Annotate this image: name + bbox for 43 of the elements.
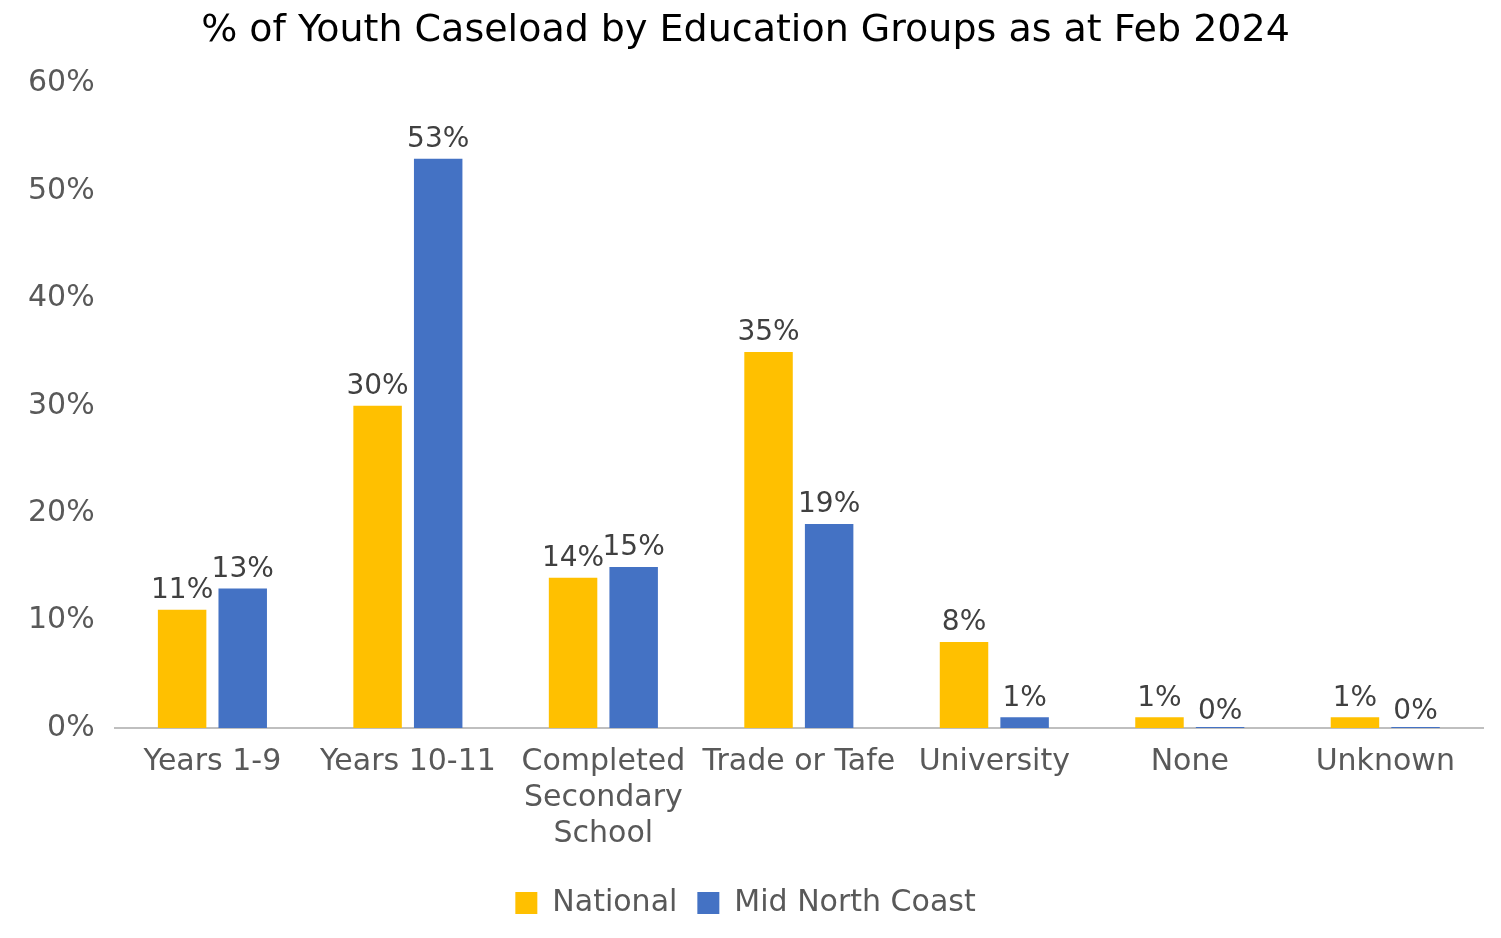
data-label: 53% (407, 121, 470, 155)
chart-title: % of Youth Caseload by Education Groups as at Feb 2024 (201, 5, 1290, 50)
data-label: 1% (1332, 679, 1378, 713)
bar (218, 588, 267, 728)
y-tick-label: 0% (47, 707, 95, 743)
y-tick-label: 40% (27, 278, 95, 314)
bar (1330, 717, 1380, 728)
data-label: 8% (941, 604, 987, 638)
x-tick-label: None (1150, 741, 1229, 777)
data-label: 0% (1197, 693, 1243, 727)
data-label: 13% (211, 550, 274, 584)
bar (1135, 717, 1184, 728)
x-tick-label: Years 1-9 (142, 741, 282, 777)
data-label: 35% (737, 314, 800, 348)
x-tick-label: University (918, 741, 1070, 777)
y-tick-label: 20% (27, 493, 95, 528)
y-tick-label: 50% (27, 170, 95, 206)
data-label: 14% (541, 539, 605, 573)
data-label: 1% (1002, 679, 1047, 713)
x-tick-label: Years 10-11 (318, 741, 496, 777)
y-tick-label: 30% (27, 385, 95, 421)
legend-label: Mid North Coast (734, 882, 976, 918)
y-tick-label: 10% (27, 600, 95, 636)
bar (157, 609, 207, 728)
x-tick-label: Completed Secondary School (521, 741, 686, 849)
bar (353, 405, 402, 728)
data-label: 1% (1137, 679, 1182, 713)
bar (413, 158, 463, 728)
x-tick-label: Trade or Tafe (701, 741, 896, 777)
x-tick-label: Unknown (1315, 741, 1455, 777)
legend-label: National (552, 882, 678, 918)
y-tick-label: 60% (27, 63, 95, 99)
bar (1000, 717, 1049, 728)
data-label: 30% (346, 368, 409, 402)
data-label: 15% (602, 529, 665, 563)
data-label: 11% (151, 572, 214, 606)
data-label: 19% (798, 486, 861, 520)
bar (744, 352, 793, 728)
bar (609, 566, 658, 728)
bar (548, 577, 598, 728)
bar (939, 642, 989, 728)
bar (804, 523, 854, 728)
data-label: 0% (1393, 693, 1438, 727)
